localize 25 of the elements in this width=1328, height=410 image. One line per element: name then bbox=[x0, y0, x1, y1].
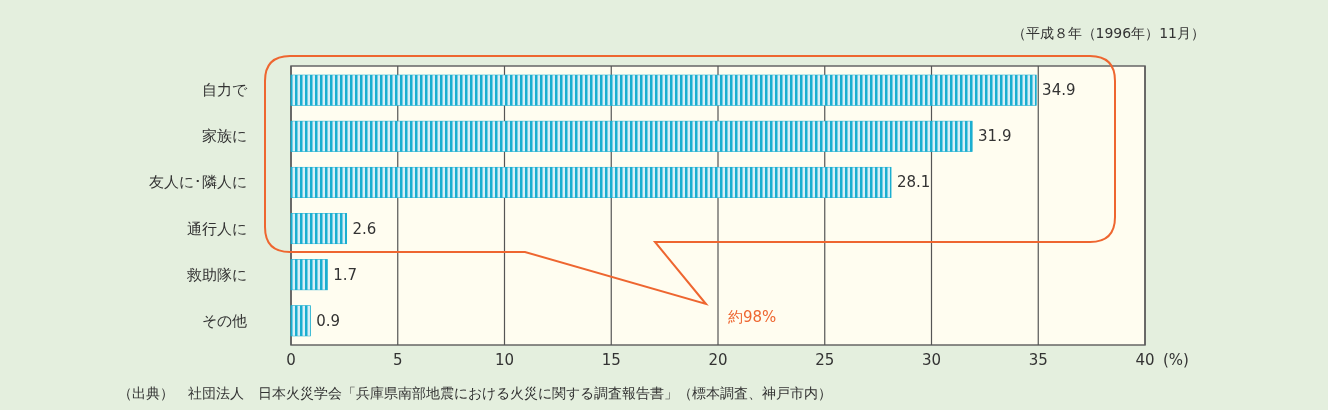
x-tick-label: 20 bbox=[708, 351, 728, 369]
y-tick-label: 家族に bbox=[202, 127, 247, 146]
data-label: 31.9 bbox=[978, 127, 1012, 146]
data-label: 34.9 bbox=[1042, 81, 1076, 100]
x-tick-label: 15 bbox=[601, 351, 621, 369]
y-tick-label: 通行人に bbox=[187, 219, 247, 238]
y-tick-label: その他 bbox=[202, 311, 247, 330]
y-tick-label: 友人に･隣人に bbox=[149, 173, 247, 192]
data-label: 1.7 bbox=[333, 265, 358, 284]
data-label: 0.9 bbox=[316, 311, 341, 330]
x-axis-title: (%) bbox=[1163, 351, 1189, 369]
x-tick-label: 25 bbox=[815, 351, 835, 369]
y-tick-label: 自力で bbox=[202, 81, 248, 100]
x-tick-label: 40 bbox=[1135, 351, 1155, 369]
x-tick-label: 5 bbox=[392, 351, 403, 369]
data-label: 28.1 bbox=[896, 173, 931, 192]
x-tick-label: 35 bbox=[1028, 351, 1048, 369]
y-tick-label: 救助隊に bbox=[186, 265, 247, 284]
x-tick-label: 30 bbox=[921, 351, 942, 369]
chart-subtitle: （平成８年（1996年）11月） bbox=[1011, 25, 1205, 41]
x-tick-label: 0 bbox=[286, 351, 296, 369]
data-label: 2.6 bbox=[352, 219, 377, 238]
annotation: 約98% bbox=[728, 308, 777, 326]
text: （出典） 社団法人 日本火災学会「兵庫県南部地震における火災に関する調査報告書」（標本調査、神戸市内） bbox=[118, 385, 832, 401]
x-tick-label: 10 bbox=[494, 351, 515, 369]
